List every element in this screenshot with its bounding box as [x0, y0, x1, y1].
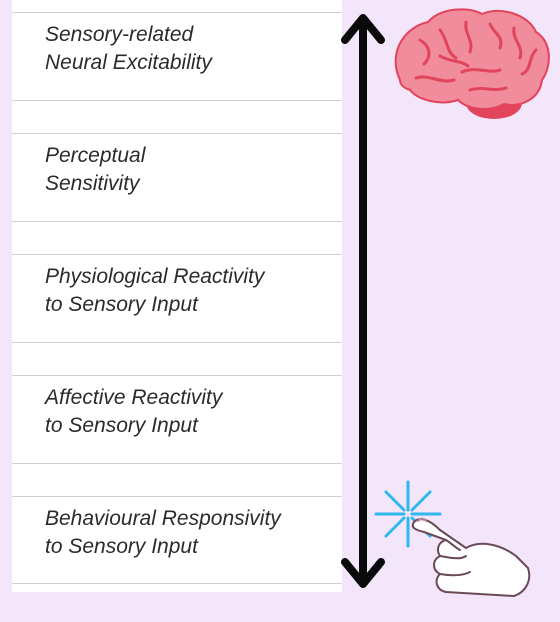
level-label-line: to Sensory Input — [45, 414, 198, 437]
separator — [12, 221, 342, 222]
separator — [12, 133, 342, 134]
separator — [12, 100, 342, 101]
level-label-behavioural-responsivity: Behavioural Responsivity to Sensory Inpu… — [45, 505, 335, 561]
levels-panel — [12, 0, 342, 592]
level-label-affective-reactivity: Affective Reactivity to Sensory Input — [45, 384, 335, 440]
separator — [12, 375, 342, 376]
level-label-line: Affective Reactivity — [45, 386, 223, 409]
level-label-line: Sensory-related — [45, 23, 194, 46]
level-label-physiological-reactivity: Physiological Reactivity to Sensory Inpu… — [45, 263, 335, 319]
level-label-line: Physiological Reactivity — [45, 265, 265, 288]
level-label-line: Behavioural Responsivity — [45, 507, 281, 530]
level-label-line: Perceptual — [45, 144, 146, 167]
separator — [12, 12, 342, 13]
spark-icon — [374, 480, 442, 548]
level-label-perceptual-sensitivity: Perceptual Sensitivity — [45, 142, 335, 198]
separator — [12, 463, 342, 464]
level-label-line: to Sensory Input — [45, 535, 198, 558]
separator — [12, 496, 342, 497]
level-label-line: Sensitivity — [45, 172, 140, 195]
level-label-line: to Sensory Input — [45, 293, 198, 316]
separator — [12, 583, 342, 584]
brain-icon — [394, 8, 550, 119]
level-label-line: Neural Excitability — [45, 51, 212, 74]
level-label-neural-excitability: Sensory-related Neural Excitability — [45, 21, 335, 77]
double-headed-arrow-icon — [341, 14, 385, 588]
separator — [12, 342, 342, 343]
touching-hand-icon — [411, 517, 531, 597]
separator — [12, 254, 342, 255]
